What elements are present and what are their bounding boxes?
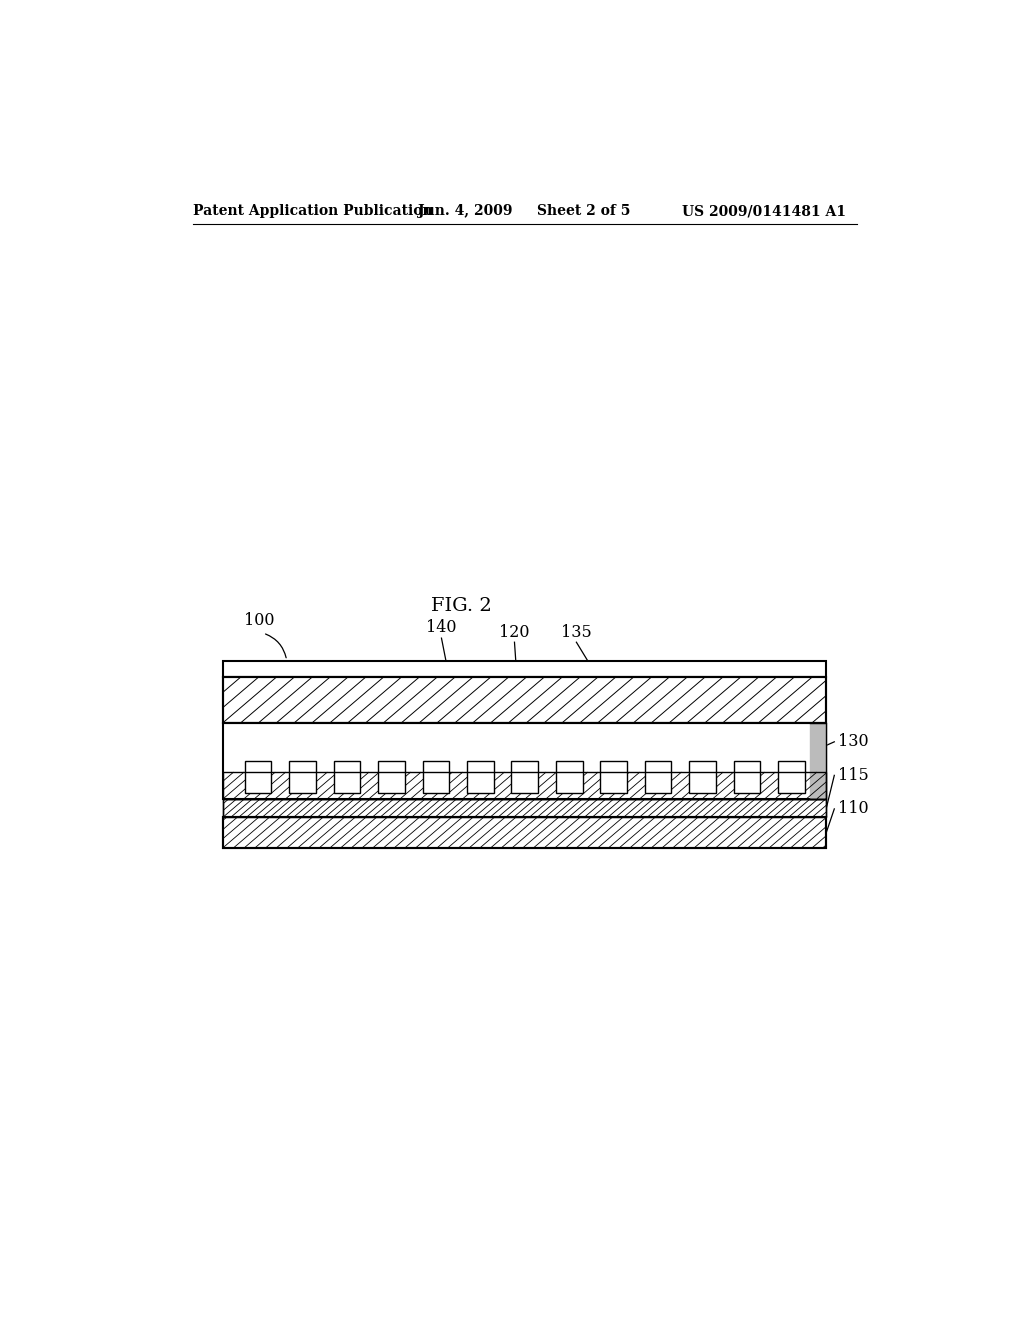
Text: 135: 135 <box>561 623 592 640</box>
Bar <box>689 760 716 792</box>
Bar <box>223 817 826 847</box>
FancyArrowPatch shape <box>265 634 286 657</box>
Bar <box>223 660 826 677</box>
Bar <box>289 760 316 792</box>
Bar <box>733 760 761 792</box>
Text: 120: 120 <box>500 623 529 640</box>
Text: 110: 110 <box>839 800 869 817</box>
Bar <box>600 760 627 792</box>
Text: 140: 140 <box>426 619 457 636</box>
Text: Patent Application Publication: Patent Application Publication <box>194 205 433 218</box>
Bar <box>223 799 826 817</box>
Bar <box>511 760 539 792</box>
Text: FIG. 2: FIG. 2 <box>431 597 492 615</box>
Bar <box>223 677 826 722</box>
Bar <box>223 799 826 817</box>
Bar <box>223 677 826 722</box>
Bar <box>645 760 672 792</box>
Polygon shape <box>811 722 826 799</box>
Text: 100: 100 <box>244 612 274 630</box>
Bar <box>378 760 404 792</box>
Bar <box>467 760 494 792</box>
Bar <box>223 722 826 799</box>
Bar <box>245 760 271 792</box>
Text: Jun. 4, 2009: Jun. 4, 2009 <box>418 205 512 218</box>
Bar <box>223 772 826 799</box>
Text: 115: 115 <box>839 767 869 784</box>
Text: US 2009/0141481 A1: US 2009/0141481 A1 <box>682 205 846 218</box>
Bar <box>423 760 450 792</box>
Text: 130: 130 <box>839 734 869 750</box>
Text: Sheet 2 of 5: Sheet 2 of 5 <box>537 205 630 218</box>
Bar <box>223 817 826 847</box>
Bar <box>334 760 360 792</box>
Bar <box>556 760 583 792</box>
Bar <box>778 760 805 792</box>
